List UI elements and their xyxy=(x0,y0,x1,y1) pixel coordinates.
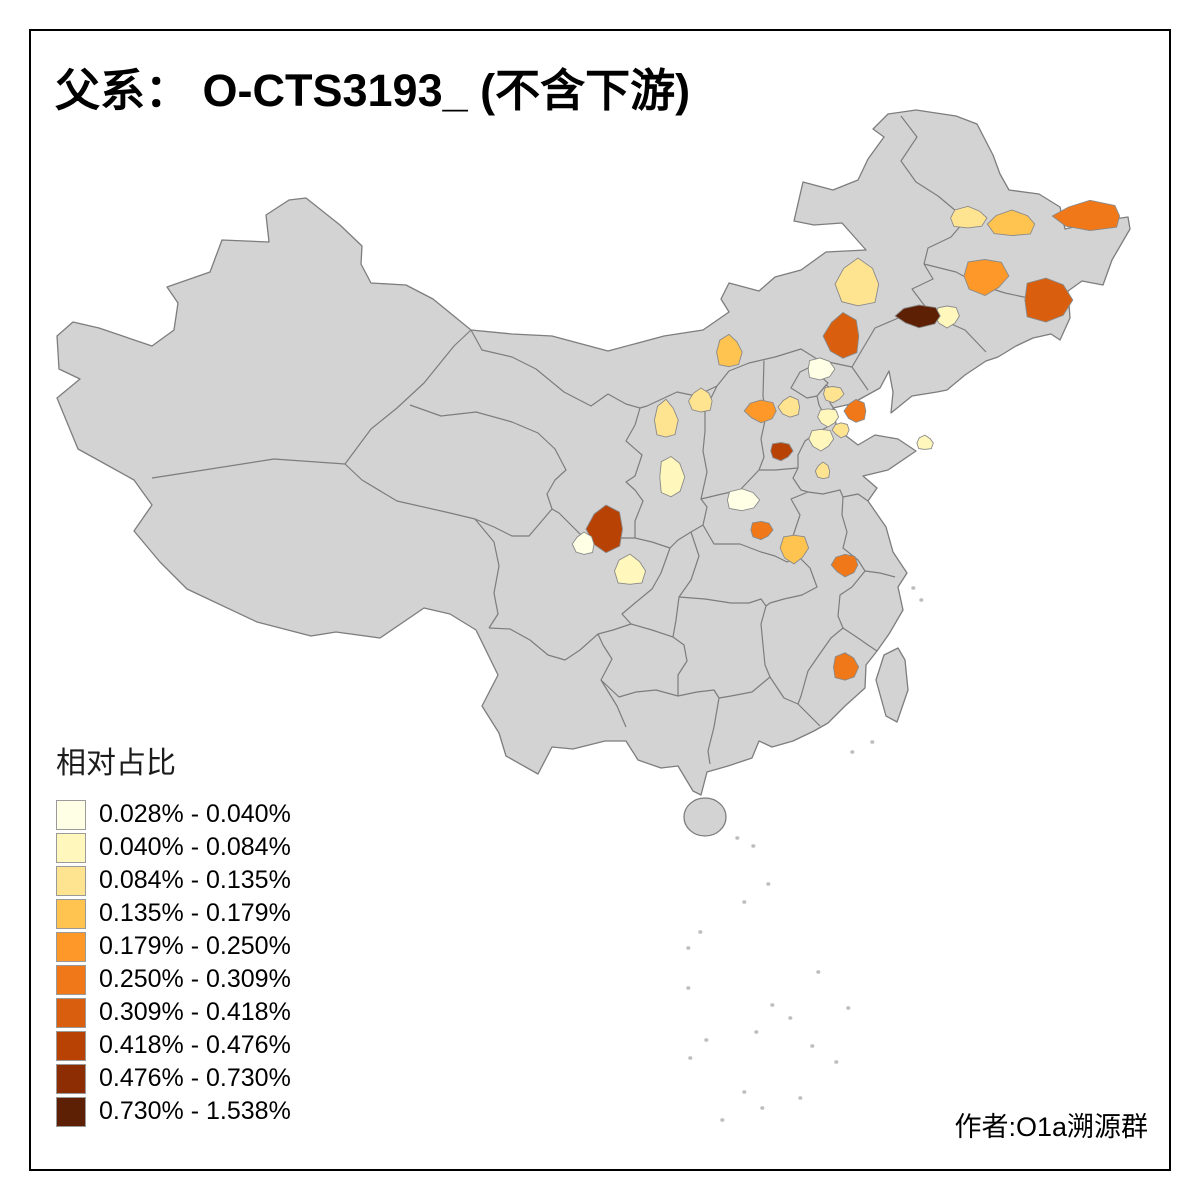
legend-item: 0.250% - 0.309% xyxy=(56,963,291,996)
legend-label: 0.730% - 1.538% xyxy=(99,1097,291,1125)
legend-swatch xyxy=(56,964,86,995)
legend-swatch xyxy=(56,865,86,896)
prefecture-region xyxy=(986,209,1036,237)
legend-swatch xyxy=(56,1096,86,1127)
prefecture-region xyxy=(831,422,850,439)
prefecture-region xyxy=(659,455,686,498)
legend-item: 0.040% - 0.084% xyxy=(56,831,291,864)
prefecture-region xyxy=(716,333,743,368)
prefecture-region xyxy=(726,488,761,512)
taiwan-island xyxy=(875,647,909,723)
legend-swatch xyxy=(56,931,86,962)
legend-item: 0.309% - 0.418% xyxy=(56,996,291,1029)
legend-swatch xyxy=(56,1030,86,1061)
prefecture-region xyxy=(823,386,845,404)
prefecture-region xyxy=(963,259,1010,296)
legend-item: 0.135% - 0.179% xyxy=(56,897,291,930)
legend-title: 相对占比 xyxy=(56,747,176,780)
legend-item: 0.418% - 0.476% xyxy=(56,1029,291,1062)
legend-swatch xyxy=(56,1063,86,1094)
legend: 相对占比 0.028% - 0.040% 0.040% - 0.084% 0.0… xyxy=(56,738,291,1128)
legend-swatch xyxy=(56,898,86,929)
legend-item: 0.730% - 1.538% xyxy=(56,1095,291,1128)
prefecture-region xyxy=(916,434,934,450)
prefecture-region xyxy=(830,553,859,578)
prefecture-region xyxy=(571,531,595,555)
legend-swatch xyxy=(56,832,86,863)
legend-label: 0.028% - 0.040% xyxy=(99,800,291,828)
legend-label: 0.084% - 0.135% xyxy=(99,866,291,894)
legend-item: 0.179% - 0.250% xyxy=(56,930,291,963)
prefecture-region xyxy=(743,399,777,424)
legend-item: 0.028% - 0.040% xyxy=(56,798,291,831)
prefecture-region xyxy=(950,205,988,229)
legend-label: 0.179% - 0.250% xyxy=(99,932,291,960)
prefecture-region xyxy=(834,257,880,307)
prefecture-region xyxy=(653,398,679,438)
prefecture-region xyxy=(822,311,860,359)
legend-label: 0.250% - 0.309% xyxy=(99,965,291,993)
legend-label: 0.135% - 0.179% xyxy=(99,899,291,927)
prefecture-patches xyxy=(571,199,1121,681)
prefecture-region xyxy=(1051,199,1121,232)
legend-label: 0.309% - 0.418% xyxy=(99,998,291,1026)
legend-item: 0.476% - 0.730% xyxy=(56,1062,291,1095)
prefecture-region xyxy=(777,395,801,418)
prefecture-region xyxy=(833,652,860,681)
legend-label: 0.476% - 0.730% xyxy=(99,1064,291,1092)
prefecture-region xyxy=(585,504,623,554)
legend-label: 0.418% - 0.476% xyxy=(99,1031,291,1059)
prefecture-region xyxy=(750,520,774,541)
prefecture-region xyxy=(843,398,867,423)
prefecture-region xyxy=(770,442,794,462)
legend-swatch xyxy=(56,997,86,1028)
province-borders xyxy=(151,115,1069,765)
legend-item: 0.084% - 0.135% xyxy=(56,864,291,897)
prefecture-region xyxy=(779,534,810,565)
prefecture-region xyxy=(807,357,836,381)
prefecture-region xyxy=(687,387,713,413)
sea-islands-dots xyxy=(686,586,924,1122)
attribution: 作者:O1a溯源群 xyxy=(954,1112,1148,1142)
legend-swatch xyxy=(56,799,86,830)
hainan-island xyxy=(683,797,727,837)
prefecture-region xyxy=(614,553,647,585)
prefecture-region xyxy=(894,304,941,329)
legend-label: 0.040% - 0.084% xyxy=(99,833,291,861)
prefecture-region xyxy=(808,428,835,452)
prefecture-region xyxy=(814,461,831,480)
prefecture-region xyxy=(1024,277,1074,323)
figure-title: 父系： O-CTS3193_ (不含下游) xyxy=(55,65,691,116)
prefecture-region xyxy=(817,408,840,428)
